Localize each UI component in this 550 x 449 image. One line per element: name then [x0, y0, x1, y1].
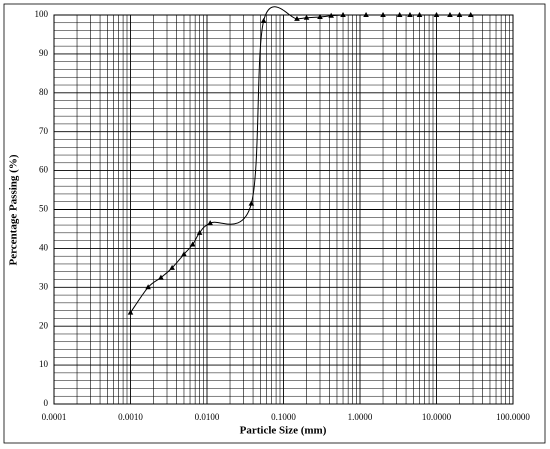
data-point	[317, 13, 323, 19]
frame	[3, 3, 546, 444]
data-point	[396, 12, 403, 17]
data-point	[456, 12, 463, 17]
data-point	[260, 17, 267, 23]
plot-border	[53, 14, 514, 405]
y-tick-label: 60	[39, 165, 49, 175]
x-axis-title: Particle Size (mm)	[240, 425, 327, 437]
x-tick-label: 1.0000	[348, 412, 373, 422]
x-tick-label: 100.0000	[496, 412, 530, 422]
data-point	[127, 309, 134, 315]
x-tick-label: 0.1000	[271, 412, 296, 422]
data-point	[328, 12, 334, 18]
y-tick-label: 50	[39, 204, 49, 214]
data-point	[181, 251, 187, 257]
y-tick-label: 20	[39, 320, 49, 330]
data-point	[380, 12, 386, 17]
data-point	[447, 12, 453, 17]
data-point	[303, 14, 310, 20]
data-point	[189, 241, 196, 247]
data-point	[158, 274, 164, 280]
x-tick-label: 10.0000	[422, 412, 452, 422]
data-point	[169, 264, 175, 270]
data-point	[294, 15, 300, 21]
y-tick-label: 100	[35, 9, 49, 19]
data-point	[145, 284, 151, 290]
y-tick-label: 0	[44, 398, 49, 408]
data-point	[207, 220, 213, 226]
y-axis-title: Percentage Passing (%)	[8, 154, 20, 265]
y-tick-label: 70	[39, 126, 49, 136]
y-tick-label: 90	[39, 48, 49, 58]
y-tick-label: 30	[39, 281, 49, 291]
y-tick-label: 40	[39, 242, 49, 252]
data-point	[467, 12, 474, 17]
y-tick-label: 10	[39, 359, 49, 369]
data-point	[248, 200, 255, 206]
data-point	[416, 12, 423, 17]
data-point	[196, 229, 203, 235]
y-tick-label: 80	[39, 87, 49, 97]
data-point	[340, 12, 346, 17]
data-point	[407, 12, 413, 17]
x-tick-label: 0.0001	[42, 412, 67, 422]
data-point	[433, 12, 440, 17]
x-tick-label: 0.0010	[118, 412, 143, 422]
x-tick-label: 0.0100	[195, 412, 220, 422]
data-point	[363, 12, 369, 17]
